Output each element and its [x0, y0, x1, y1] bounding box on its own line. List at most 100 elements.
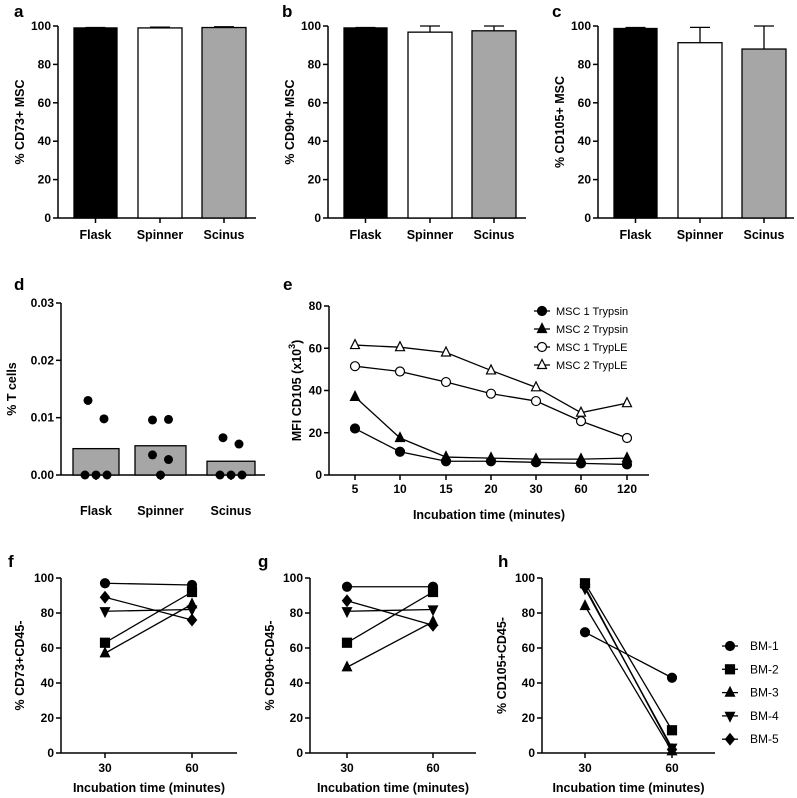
data-point [341, 607, 353, 619]
data-point [99, 637, 111, 648]
legend-label: MSC 2 Trypsin [556, 324, 628, 336]
y-tick-label: 0.01 [31, 411, 55, 425]
y-tick-label: 100 [283, 571, 303, 585]
y-tick-label: 0 [528, 746, 535, 760]
data-point [349, 423, 361, 434]
data-point [621, 432, 633, 444]
x-tick-label: Scinus [744, 228, 785, 242]
x-tick-label: Scinus [204, 228, 245, 242]
series-line [104, 596, 193, 621]
legend-marker [724, 640, 736, 652]
y-axis-label: % CD90+ MSC [283, 79, 297, 164]
data-point [99, 590, 111, 604]
series-line [584, 631, 673, 679]
panel-g: g 0 20 40 60 80 100 % CD90+CD45- 30 60 Incubation … [258, 552, 476, 795]
data-point [226, 470, 236, 480]
data-point [148, 415, 157, 425]
bar-flask [613, 27, 658, 219]
data-point [530, 380, 542, 392]
x-tick-label: 60 [426, 761, 440, 775]
panel-h: h 0 20 40 60 80 100 % CD105+CD45- 30 60 Incubation… [495, 552, 779, 795]
data-point [579, 599, 591, 611]
data-point [99, 414, 109, 424]
y-tick-label: 60 [38, 96, 52, 110]
series-bm-1 [341, 581, 439, 592]
data-point [575, 416, 587, 427]
data-point [164, 455, 173, 465]
data-point [341, 637, 353, 648]
bar-spinner [677, 42, 723, 219]
data-point [186, 586, 198, 598]
y-tick-label: 60 [41, 641, 55, 655]
y-tick-label: 80 [578, 57, 592, 71]
legend-label: BM-2 [750, 662, 779, 676]
data-point [237, 470, 247, 480]
bar-flask [73, 27, 118, 219]
y-tick-label: 0 [296, 746, 303, 760]
data-point [666, 743, 678, 756]
series-bm-2 [341, 586, 439, 648]
x-tick-label: Scinus [211, 504, 252, 518]
series-line [584, 586, 673, 750]
x-axis-label: Incubation time (minutes) [552, 781, 704, 795]
x-tick-label: Flask [80, 228, 112, 242]
data-point [148, 450, 157, 460]
series-msc-2-tryple [349, 338, 633, 417]
data-point [440, 376, 452, 388]
y-tick-label: 0 [47, 746, 54, 760]
y-tick-label: 80 [522, 606, 536, 620]
data-point [186, 613, 198, 627]
y-tick-label: 20 [578, 173, 592, 187]
y-tick-label: 0 [315, 468, 322, 482]
data-point [215, 470, 225, 480]
data-point [579, 627, 591, 638]
panel-letter: b [282, 2, 292, 21]
x-axis-label: Incubation time (minutes) [317, 781, 469, 795]
legend-marker [536, 305, 548, 317]
series-bm-4 [99, 605, 198, 619]
data-point [186, 605, 198, 617]
y-axis-label: MFI CD105 (x103) [287, 340, 304, 442]
data-point [99, 646, 111, 658]
bar-scinus [471, 30, 517, 219]
x-tick-label: Flask [620, 228, 652, 242]
x-tick-label: 20 [484, 482, 498, 496]
y-axis-label-sup: 3 [287, 344, 297, 349]
data-point [341, 581, 353, 592]
data-point [427, 586, 439, 598]
series-bm-4 [341, 605, 439, 619]
y-tick-label: 100 [571, 19, 591, 33]
legend: BM-1 BM-2 BM-3 BM-4 BM-5 [722, 639, 779, 746]
panel-letter: c [552, 2, 561, 21]
data-point [341, 660, 353, 672]
y-tick-label: 0 [314, 211, 321, 225]
legend-label: MSC 1 Trypsin [556, 306, 628, 318]
data-point [530, 452, 542, 464]
series-bm-2 [99, 586, 198, 648]
series-bm-3 [99, 597, 198, 658]
series-line [104, 608, 193, 612]
y-tick-label: 60 [578, 96, 592, 110]
x-tick-label: Scinus [474, 228, 515, 242]
bar-spinner [137, 27, 183, 219]
data-point [621, 451, 633, 463]
y-tick-label: 20 [309, 426, 323, 440]
data-point [164, 414, 173, 424]
x-tick-label: Spinner [137, 228, 184, 242]
x-tick-label: 120 [617, 482, 637, 496]
data-point [99, 578, 111, 589]
y-axis-label: % CD73+ MSC [13, 79, 27, 164]
bar-flask [343, 27, 388, 219]
x-tick-label: 5 [352, 482, 359, 496]
legend-marker [536, 322, 548, 334]
data-point [485, 388, 497, 399]
series-line [104, 603, 193, 654]
legend-marker [724, 732, 736, 746]
x-tick-label: 30 [98, 761, 112, 775]
data-point [234, 439, 244, 449]
x-tick-label: 60 [665, 761, 679, 775]
x-tick-label: Spinner [137, 504, 184, 518]
x-tick-label: 10 [393, 482, 407, 496]
y-tick-label: 100 [34, 571, 54, 585]
series-line [104, 582, 193, 586]
